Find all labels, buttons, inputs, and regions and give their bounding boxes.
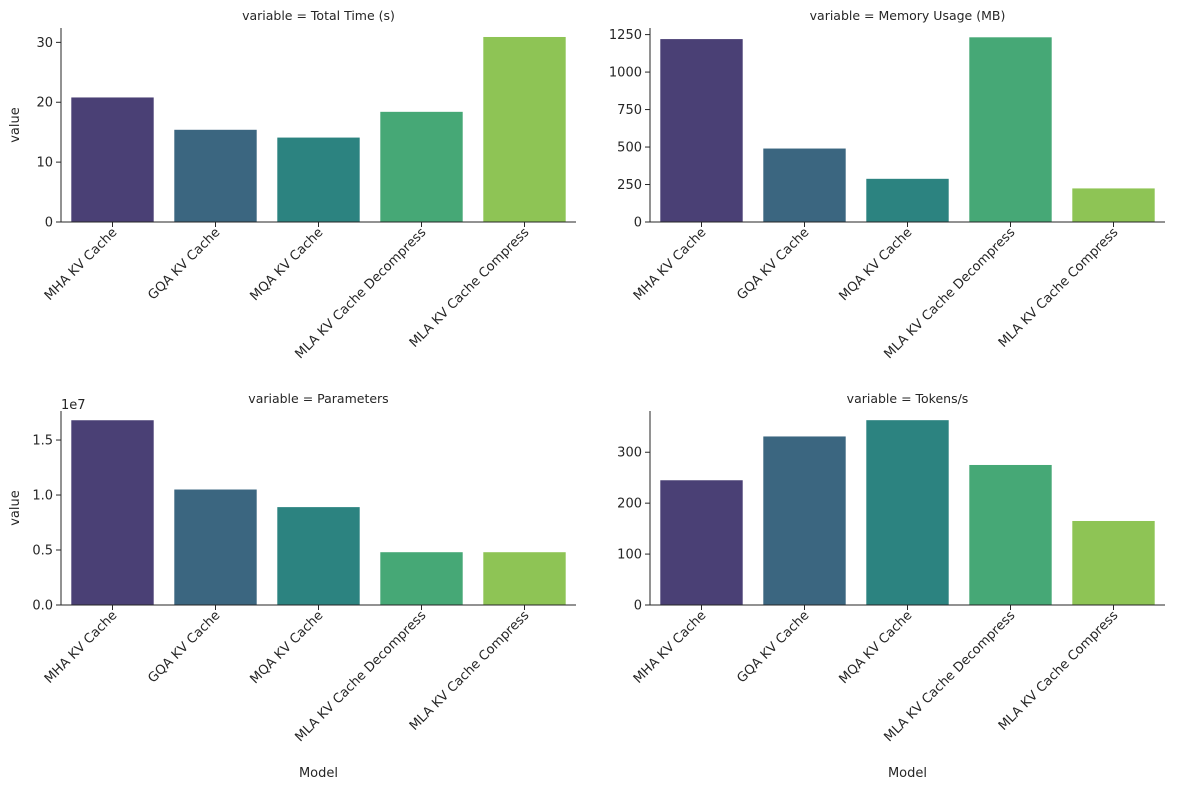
bar-4	[380, 552, 463, 605]
bar-1	[660, 480, 743, 605]
bar-4	[969, 464, 1052, 605]
x-tick-label: MHA KV Cache	[631, 225, 709, 303]
bar-3	[866, 420, 949, 605]
y-tick-label: 100	[617, 548, 642, 563]
y-tick-label: 300	[617, 446, 642, 461]
x-tick-label: GQA KV Cache	[145, 608, 223, 686]
x-tick-label: GQA KV Cache	[734, 608, 812, 686]
bar-1	[71, 420, 154, 605]
x-tick-label: MLA KV Cache Compress	[996, 608, 1122, 734]
x-tick-label: MHA KV Cache	[42, 608, 120, 686]
y-tick-label: 1.5	[32, 434, 53, 449]
bar-5	[1072, 188, 1155, 222]
x-tick-label: MHA KV Cache	[42, 225, 120, 303]
facet-title: variable = Parameters	[248, 391, 388, 406]
x-tick-label: GQA KV Cache	[145, 225, 223, 303]
y-tick-label: 10	[36, 156, 53, 171]
bar-2	[763, 148, 846, 222]
x-axis-label: Model	[299, 766, 338, 781]
y-tick-label: 0	[45, 216, 53, 231]
bar-3	[866, 178, 949, 222]
x-tick-label: MLA KV Cache Compress	[407, 225, 533, 351]
bar-5	[483, 36, 566, 223]
y-axis-label: value	[8, 490, 23, 526]
bar-2	[174, 129, 257, 222]
bar-3	[277, 137, 360, 222]
bar-2	[174, 489, 257, 605]
y-tick-label: 200	[617, 497, 642, 512]
bar-2	[763, 436, 846, 605]
y-tick-label: 1250	[609, 28, 642, 43]
bar-4	[380, 111, 463, 222]
facet-title: variable = Memory Usage (MB)	[810, 8, 1006, 23]
y-tick-label: 250	[617, 178, 642, 193]
facet-title: variable = Total Time (s)	[242, 8, 395, 23]
y-tick-label: 500	[617, 141, 642, 156]
y-tick-label: 1.0	[32, 489, 53, 504]
y-tick-label: 0	[634, 599, 642, 614]
x-tick-label: MHA KV Cache	[631, 608, 709, 686]
y-tick-label: 0	[634, 216, 642, 231]
y-tick-label: 20	[36, 96, 53, 111]
x-tick-label: MQA KV Cache	[248, 608, 327, 687]
bar-5	[1072, 520, 1155, 605]
x-tick-label: MLA KV Cache Compress	[996, 225, 1122, 351]
facet-panel-1: 0 10 20 30 MHA KV Cache GQA KV Cache MQA KV Ca…	[8, 8, 576, 362]
x-tick-label: MLA KV Cache Compress	[407, 608, 533, 734]
y-tick-label: 0.0	[32, 599, 53, 614]
x-tick-label: GQA KV Cache	[734, 225, 812, 303]
x-axis-label: Model	[888, 766, 927, 781]
bar-4	[969, 37, 1052, 222]
y-tick-label: 0.5	[32, 544, 53, 559]
x-tick-label: MQA KV Cache	[837, 225, 916, 304]
bar-1	[71, 97, 154, 222]
y-tick-label: 1000	[609, 66, 642, 81]
x-tick-label: MQA KV Cache	[837, 608, 916, 687]
y-axis-label: value	[8, 107, 23, 143]
facet-panel-2: 0 250 500 750 1000 1250 MHA KV Cache GQA KV Cac…	[609, 8, 1165, 362]
x-tick-label: MQA KV Cache	[248, 225, 327, 304]
facet-panel-4: 0 100 200 300 MHA KV Cache GQA KV Cache MQA KV…	[617, 391, 1165, 781]
facet-panel-3: 0.0 0.5 1.0 1.5 MHA KV Cache GQA KV Cache MQA …	[8, 391, 576, 781]
bar-3	[277, 507, 360, 605]
bar-5	[483, 552, 566, 605]
bar-1	[660, 39, 743, 223]
y-tick-label: 750	[617, 103, 642, 118]
facet-title: variable = Tokens/s	[847, 391, 969, 406]
y-offset-label: 1e7	[61, 398, 86, 413]
y-tick-label: 30	[36, 36, 53, 51]
